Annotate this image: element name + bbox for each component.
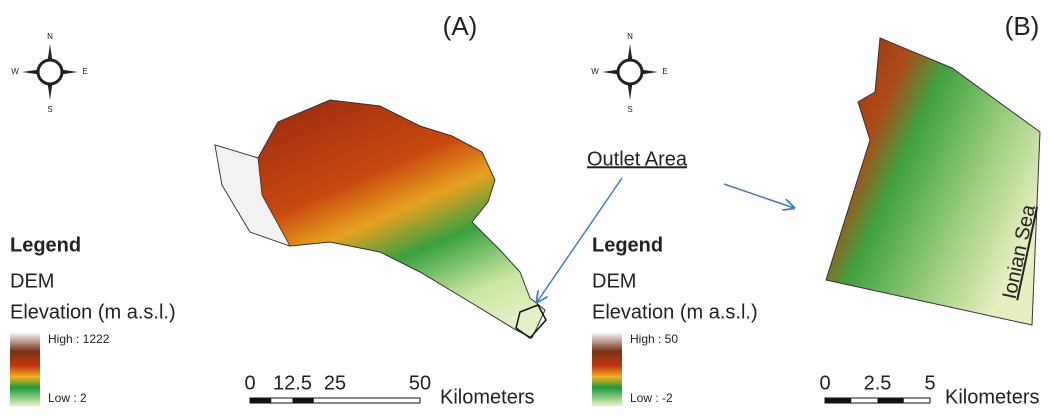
panel: (A) N E S W Legend DEM Elevation (m a.s.l.) High… <box>10 11 534 408</box>
scale-segment <box>825 398 852 403</box>
color-ramp <box>10 333 40 406</box>
scale-unit: Kilometers <box>945 386 1039 408</box>
scale-label: 0 <box>244 372 255 394</box>
outlet-map <box>825 37 1041 326</box>
legend-title: Legend <box>10 234 81 256</box>
panel: (B) N E S W Legend DEM Elevation (m a.s.l.) High… <box>591 11 1039 408</box>
compass-label: E <box>82 67 87 76</box>
compass-label: S <box>47 105 52 114</box>
scale-segment <box>877 398 904 403</box>
scale-segment <box>292 398 314 403</box>
compass-label: E <box>662 67 667 76</box>
scale-label: 0 <box>819 372 830 394</box>
outlet-box <box>515 304 547 340</box>
scale-segment <box>250 398 272 403</box>
legend-layer: DEM <box>592 270 636 292</box>
compass <box>36 58 64 86</box>
arrow <box>537 177 623 302</box>
scale-label: 12.5 <box>273 372 312 394</box>
color-ramp <box>592 333 622 406</box>
legend-low: Low : -2 <box>630 391 673 405</box>
compass-label: N <box>47 32 53 41</box>
compass-label: N <box>627 32 633 41</box>
compass-label: W <box>591 67 599 76</box>
compass-label: W <box>11 67 19 76</box>
legend-field: Elevation (m a.s.l.) <box>592 301 758 323</box>
scale-label: 2.5 <box>864 372 892 394</box>
legend-title: Legend <box>592 234 663 256</box>
scale-label: 50 <box>409 372 431 394</box>
legend-low: Low : 2 <box>48 391 87 405</box>
arrow <box>723 183 794 208</box>
scale-unit: Kilometers <box>440 386 534 408</box>
legend-high: High : 50 <box>630 332 678 346</box>
basin-map <box>214 99 546 339</box>
panel-label: (A) <box>443 11 478 41</box>
basin-upland <box>214 144 291 247</box>
legend-field: Elevation (m a.s.l.) <box>10 301 176 323</box>
scale-label: 5 <box>924 372 935 394</box>
legend-high: High : 1222 <box>48 332 110 346</box>
annotation: Outlet Area <box>587 148 688 170</box>
scale-bar <box>249 397 421 404</box>
compass <box>616 58 644 86</box>
legend-layer: DEM <box>10 270 54 292</box>
panel-label: (B) <box>1005 11 1040 41</box>
compass-label: S <box>627 105 632 114</box>
scale-label: 25 <box>324 372 346 394</box>
